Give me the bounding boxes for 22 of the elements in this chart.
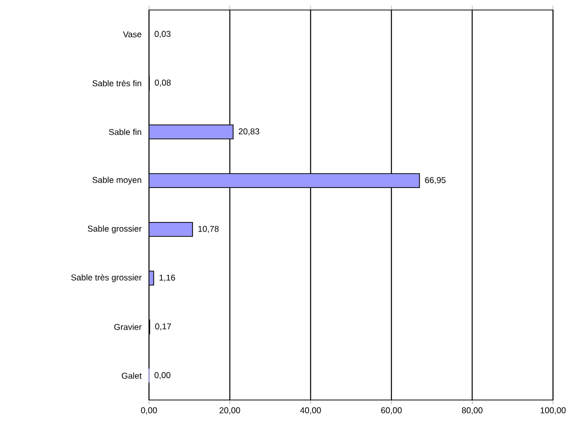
data-label: 0,08 <box>154 80 171 87</box>
y-tick-label: Galet <box>122 372 142 379</box>
y-tick-label: Sable grossier <box>88 225 142 234</box>
data-label: 66,95 <box>425 177 446 184</box>
x-tick-label: 60,00 <box>381 407 402 414</box>
x-tick-label: 100,00 <box>540 407 566 414</box>
data-label: 1,16 <box>160 274 176 282</box>
y-tick-label: Gravier <box>114 324 142 330</box>
data-label: 10,78 <box>198 226 219 233</box>
data-label: 0,03 <box>154 30 170 38</box>
data-label: 0,17 <box>155 323 171 330</box>
y-tick-label: Vase <box>123 31 142 38</box>
x-tick-label: 0,00 <box>141 407 157 414</box>
y-tick-label: Sable moyen <box>92 176 142 185</box>
y-tick-label: Sable très fin <box>92 80 142 86</box>
x-tick-label: 80,00 <box>462 407 482 414</box>
x-tick-label: 20,00 <box>220 407 240 414</box>
data-label: 0,00 <box>154 372 170 380</box>
y-tick-label: Sable fin <box>109 128 142 135</box>
data-label: 20,83 <box>238 128 260 136</box>
x-tick-label: 40,00 <box>300 407 321 414</box>
y-tick-label: Sable très grossier <box>71 274 142 282</box>
